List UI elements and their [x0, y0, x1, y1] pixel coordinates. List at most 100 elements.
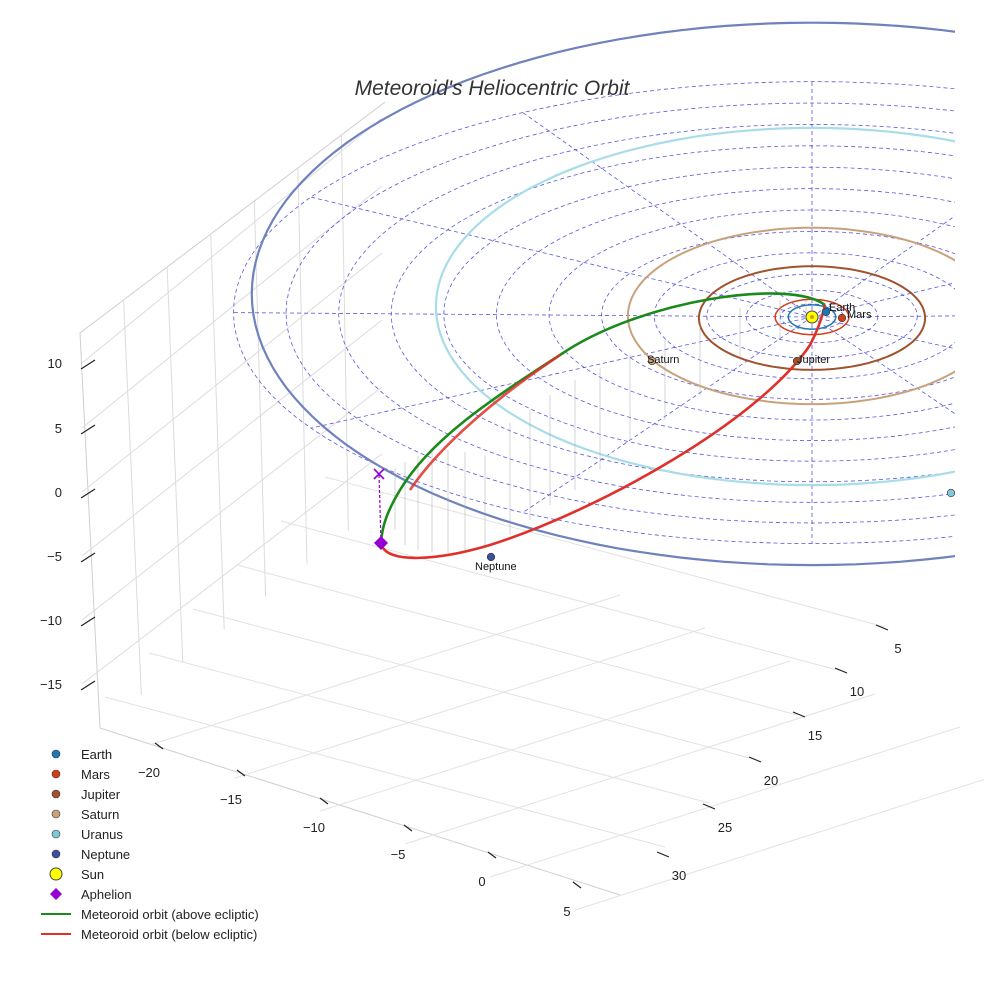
- legend-swatch: [51, 849, 61, 859]
- pane-grid-line: [81, 117, 383, 364]
- legend-swatch: [49, 867, 63, 881]
- ecliptic-grid-ring: [232, 81, 955, 545]
- z-tick-label: −5: [47, 549, 62, 564]
- legend-label: Meteoroid orbit (above ecliptic): [81, 907, 259, 922]
- pane-grid-line: [319, 660, 791, 812]
- pane-grid-line: [192, 608, 754, 760]
- x-tick-label: −5: [391, 847, 406, 862]
- x-tick-mark: [487, 851, 497, 859]
- pane-edge: [79, 101, 386, 729]
- planet-orbits: [250, 21, 955, 567]
- ecliptic-grid-spoke: [811, 316, 955, 415]
- x-tick-label: −20: [138, 765, 160, 780]
- pane-grid-line: [81, 185, 383, 429]
- z-tick-mark: [80, 552, 96, 563]
- planet-marker-jupiter: [792, 356, 802, 366]
- x-tick-label: 5: [563, 904, 570, 919]
- orbit-mars: [774, 298, 850, 336]
- ecliptic-grid-ring: [443, 166, 955, 462]
- pane-grid-line: [340, 134, 349, 531]
- x-tick-mark: [572, 881, 582, 889]
- pane-grid-line: [149, 594, 621, 746]
- pane-grid-line: [236, 564, 798, 716]
- z-tick-label: 0: [55, 485, 62, 500]
- legend-label: Sun: [81, 867, 104, 882]
- x-tick-mark: [154, 742, 164, 750]
- y-tick-mark: [834, 667, 848, 674]
- ecliptic-grid-spoke: [310, 316, 813, 429]
- meteoroid-arc-below: [408, 353, 561, 491]
- x-tick-mark: [236, 769, 246, 777]
- legend-label: Neptune: [81, 847, 130, 862]
- planet-label-uranus: Ura: [959, 493, 978, 505]
- pane-grid-line: [404, 693, 876, 845]
- z-tick-mark: [80, 616, 96, 627]
- x-tick-mark: [403, 824, 413, 832]
- pane-grid-line: [81, 319, 383, 557]
- legend-label: Saturn: [81, 807, 119, 822]
- planet-marker-earth: [821, 307, 831, 317]
- y-tick-mark: [702, 803, 716, 810]
- x-tick-mark: [319, 797, 329, 805]
- legend-label: Aphelion: [81, 887, 132, 902]
- legend-label: Meteoroid orbit (below ecliptic): [81, 927, 257, 942]
- orbit-saturn: [626, 226, 955, 406]
- ecliptic-grid-spoke: [233, 312, 813, 318]
- pane-grid-line: [253, 200, 267, 597]
- z-tick-label: −10: [40, 613, 62, 628]
- pane-grid-line: [210, 233, 225, 630]
- planet-label-earth: Earth: [829, 302, 855, 314]
- pane-grid-line: [81, 252, 383, 493]
- legend-swatch: [51, 829, 61, 839]
- ecliptic-grid-spoke: [811, 316, 955, 350]
- ecliptic-grid-spoke: [522, 112, 813, 318]
- pane-grid-line: [104, 696, 666, 848]
- ecliptic-grid-ring: [338, 123, 955, 503]
- z-tick-label: 5: [55, 421, 62, 436]
- planet-marker-uranus: [946, 488, 955, 498]
- planet-label-saturn: Saturn: [647, 354, 679, 366]
- meteoroid-orbit: [373, 292, 827, 560]
- legend-label: Earth: [81, 747, 112, 762]
- z-tick-mark: [80, 424, 96, 435]
- pane-grid-line: [574, 778, 984, 911]
- planet-label-jupiter: Jupiter: [797, 354, 830, 366]
- legend-swatch: [50, 888, 62, 900]
- y-tick-label: 5: [894, 641, 901, 656]
- pane-grid-line: [234, 627, 706, 779]
- z-tick-label: 10: [48, 356, 62, 371]
- x-tick-label: −10: [303, 820, 325, 835]
- y-tick-mark: [748, 756, 762, 763]
- pane-edge: [99, 727, 621, 896]
- axis-panes: [79, 101, 984, 911]
- legend-swatch: [51, 769, 61, 779]
- chart-title: Meteoroid's Heliocentric Orbit: [355, 77, 631, 100]
- planet-marker-neptune: [486, 552, 496, 562]
- z-tick-mark: [80, 680, 96, 691]
- legend-swatch: [51, 789, 61, 799]
- y-tick-label: 25: [718, 820, 732, 835]
- y-tick-mark: [656, 851, 670, 858]
- meteoroid-arc-above: [379, 292, 826, 544]
- meteoroid-arc-below: [379, 304, 827, 560]
- legend-swatch: [51, 749, 61, 759]
- legend: Earth Mars Jupiter Saturn Uranus Neptune Sun Ap…: [41, 747, 259, 942]
- ecliptic-grid-ring: [285, 102, 955, 524]
- orbit-neptune: [250, 21, 955, 567]
- y-tick-label: 20: [764, 773, 778, 788]
- y-tick-label: 10: [850, 684, 864, 699]
- z-tick-mark: [80, 488, 96, 499]
- aphelion-marker: [374, 536, 388, 550]
- planet-marker-saturn: [647, 356, 657, 366]
- y-tick-mark: [792, 711, 806, 718]
- ecliptic-grid-spoke: [811, 215, 955, 318]
- aphelion-drop-line: [378, 473, 382, 544]
- pane-grid-line: [280, 520, 842, 672]
- ecliptic-grid-spoke: [522, 316, 813, 514]
- orbit-uranus: [434, 126, 955, 487]
- y-tick-label: 30: [672, 868, 686, 883]
- planet-label-mars: Mars: [847, 309, 872, 321]
